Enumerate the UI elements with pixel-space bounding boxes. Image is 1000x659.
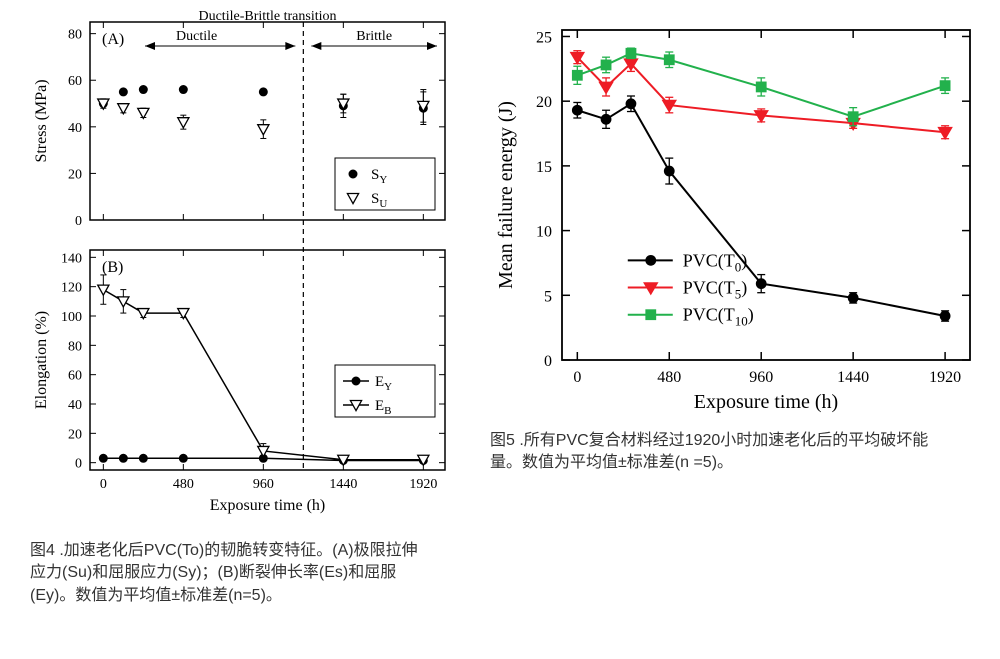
svg-text:10: 10 <box>536 224 552 241</box>
svg-text:0: 0 <box>100 477 107 492</box>
svg-text:Ductile-Brittle transition: Ductile-Brittle transition <box>198 10 336 24</box>
page: 020406080Stress (MPa)(A)0480960144019200… <box>0 0 1000 659</box>
svg-text:20: 20 <box>68 427 82 442</box>
figure4-container: 0 20 40 60 80 Stress (MPa) (A) 0 480 960 1440 1920 0… <box>30 10 460 520</box>
svg-text:1440: 1440 <box>837 369 869 386</box>
svg-text:60: 60 <box>68 74 82 89</box>
svg-text:Mean failure energy (J): Mean failure energy (J) <box>495 101 517 289</box>
figure4-svg: 0 20 40 60 80 Stress (MPa) (A) 0 480 960 1440 1920 0… <box>30 10 460 520</box>
svg-text:5: 5 <box>544 288 552 305</box>
svg-text:Exposure time (h): Exposure time (h) <box>694 391 838 413</box>
svg-text:PVC(T5): PVC(T5) <box>683 278 748 302</box>
svg-text:140: 140 <box>61 251 82 266</box>
svg-text:(A): (A) <box>102 31 124 48</box>
svg-text:40: 40 <box>68 398 82 413</box>
svg-text:120: 120 <box>61 281 82 296</box>
figure4-caption: 图4 .加速老化后PVC(To)的韧脆转变特征。(A)极限拉伸应力(Su)和屈服… <box>30 540 425 607</box>
svg-text:80: 80 <box>68 339 82 354</box>
svg-text:Stress (MPa): Stress (MPa) <box>33 79 50 162</box>
svg-text:Elongation (%): Elongation (%) <box>33 311 50 409</box>
svg-text:(B): (B) <box>102 259 123 276</box>
svg-text:60: 60 <box>68 369 82 384</box>
svg-text:0: 0 <box>573 369 581 386</box>
svg-text:0: 0 <box>75 457 82 472</box>
svg-text:960: 960 <box>253 477 274 492</box>
svg-text:480: 480 <box>173 477 194 492</box>
svg-text:1920: 1920 <box>929 369 961 386</box>
svg-text:0: 0 <box>544 353 552 370</box>
svg-text:1440: 1440 <box>329 477 357 492</box>
figure5-container: 0 480 960 1440 1920 0 5 10 15 20 25 Exposure time (… <box>490 10 980 420</box>
svg-text:Exposure time (h): Exposure time (h) <box>210 497 326 514</box>
svg-text:PVC(T10): PVC(T10) <box>683 305 754 329</box>
svg-text:Brittle: Brittle <box>356 29 392 44</box>
svg-text:960: 960 <box>749 369 773 386</box>
svg-text:Ductile: Ductile <box>176 29 217 44</box>
figure5-caption: 图5 .所有PVC复合材料经过1920小时加速老化后的平均破坏能量。数值为平均值… <box>490 430 960 475</box>
svg-text:15: 15 <box>536 159 552 176</box>
svg-text:20: 20 <box>68 167 82 182</box>
svg-text:40: 40 <box>68 121 82 136</box>
svg-text:25: 25 <box>536 29 552 46</box>
figure5-svg: 0 480 960 1440 1920 0 5 10 15 20 25 Exposure time (… <box>490 10 980 420</box>
svg-text:20: 20 <box>536 94 552 111</box>
svg-text:480: 480 <box>657 369 681 386</box>
svg-text:80: 80 <box>68 28 82 43</box>
svg-text:0: 0 <box>75 214 82 229</box>
svg-text:100: 100 <box>61 310 82 325</box>
svg-text:1920: 1920 <box>409 477 437 492</box>
